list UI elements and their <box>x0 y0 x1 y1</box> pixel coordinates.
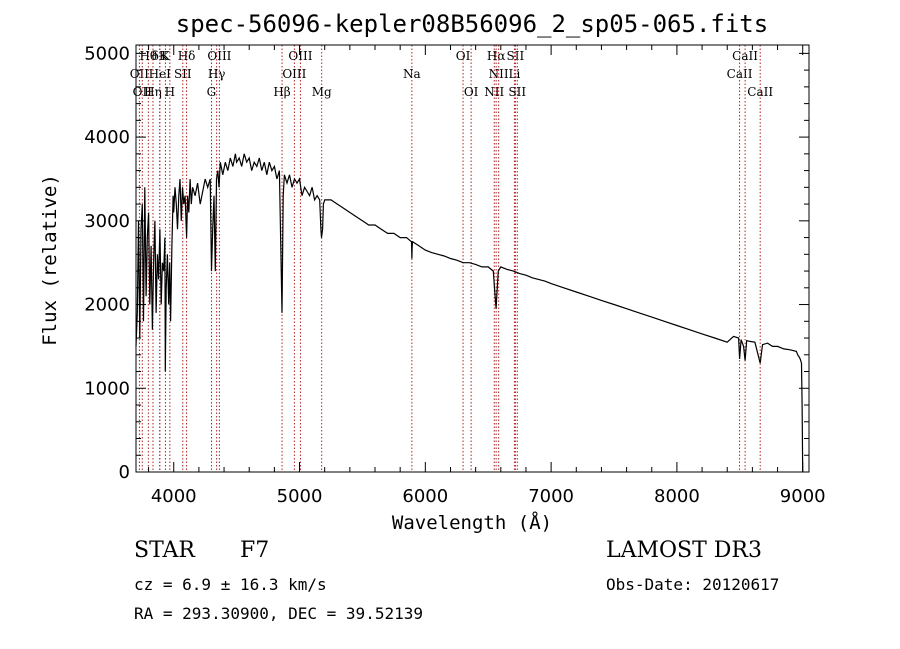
line-marker-label: Mg <box>312 85 332 99</box>
line-marker-label: OII <box>130 67 150 81</box>
y-tick-label: 2000 <box>84 295 130 316</box>
object-subclass: F7 <box>240 538 270 563</box>
line-marker-label: Hδ <box>178 49 196 63</box>
observation-date: Obs-Date: 20120617 <box>606 575 780 594</box>
line-marker-label: Na <box>403 67 421 81</box>
line-marker-label: CaII <box>727 67 753 81</box>
line-marker-label: HeI <box>149 67 172 81</box>
line-marker-label: OI <box>464 85 479 99</box>
x-tick-label: 4000 <box>151 486 197 507</box>
object-class: STAR <box>134 538 195 563</box>
line-marker-label: Hα <box>487 49 506 63</box>
x-tick-label: 8000 <box>654 486 700 507</box>
y-axis-label: Flux (relative) <box>39 174 61 346</box>
axis-ticks: 4000 5000 6000 7000 8000 9000 0 1000 2000 3000 400… <box>84 43 825 507</box>
line-marker-label: Li <box>508 67 520 81</box>
x-tick-label: 5000 <box>277 486 323 507</box>
x-tick-label: 7000 <box>528 486 574 507</box>
line-marker-label: G <box>207 85 217 99</box>
line-marker-label: δK <box>152 49 169 63</box>
line-marker-label: Hη <box>144 85 162 99</box>
survey-name: LAMOST DR3 <box>606 538 762 563</box>
line-marker-label: OIII <box>288 49 312 63</box>
line-marker-label: K <box>161 49 171 63</box>
line-marker-label: SII <box>507 49 525 63</box>
line-marker-label: NII <box>489 67 509 81</box>
series-layer <box>135 153 804 473</box>
x-axis-label: Wavelength (Å) <box>392 511 552 534</box>
line-marker-label: OI <box>456 49 471 63</box>
redshift-velocity: cz = 6.9 ± 16.3 km/s <box>134 575 327 594</box>
line-marker-label: OIII <box>282 67 306 81</box>
line-marker-label: NII <box>484 85 504 99</box>
line-marker-label: Hγ <box>208 67 226 81</box>
chart-title: spec-56096-kepler08B56096_2_sp05-065.fit… <box>176 10 768 38</box>
sky-coordinates: RA = 293.30900, DEC = 39.52139 <box>134 604 423 623</box>
spectrum-line <box>135 153 804 473</box>
y-tick-label: 1000 <box>84 378 130 399</box>
x-tick-label: 9000 <box>780 486 826 507</box>
y-tick-label: 5000 <box>84 43 130 64</box>
x-tick-label: 6000 <box>402 486 448 507</box>
y-tick-label: 4000 <box>84 127 130 148</box>
y-tick-label: 0 <box>119 462 130 483</box>
line-marker-label: SII <box>174 67 192 81</box>
line-marker-label: H <box>165 85 175 99</box>
line-marker-label: OII <box>133 85 153 99</box>
line-marker-label: CaII <box>732 49 758 63</box>
line-marker-label: OIII <box>207 49 231 63</box>
y-tick-label: 3000 <box>84 211 130 232</box>
line-marker-label: SII <box>508 85 526 99</box>
plot-frame <box>135 44 810 473</box>
line-marker-label: Hβ <box>273 85 290 99</box>
line-marker-label: CaII <box>747 85 773 99</box>
